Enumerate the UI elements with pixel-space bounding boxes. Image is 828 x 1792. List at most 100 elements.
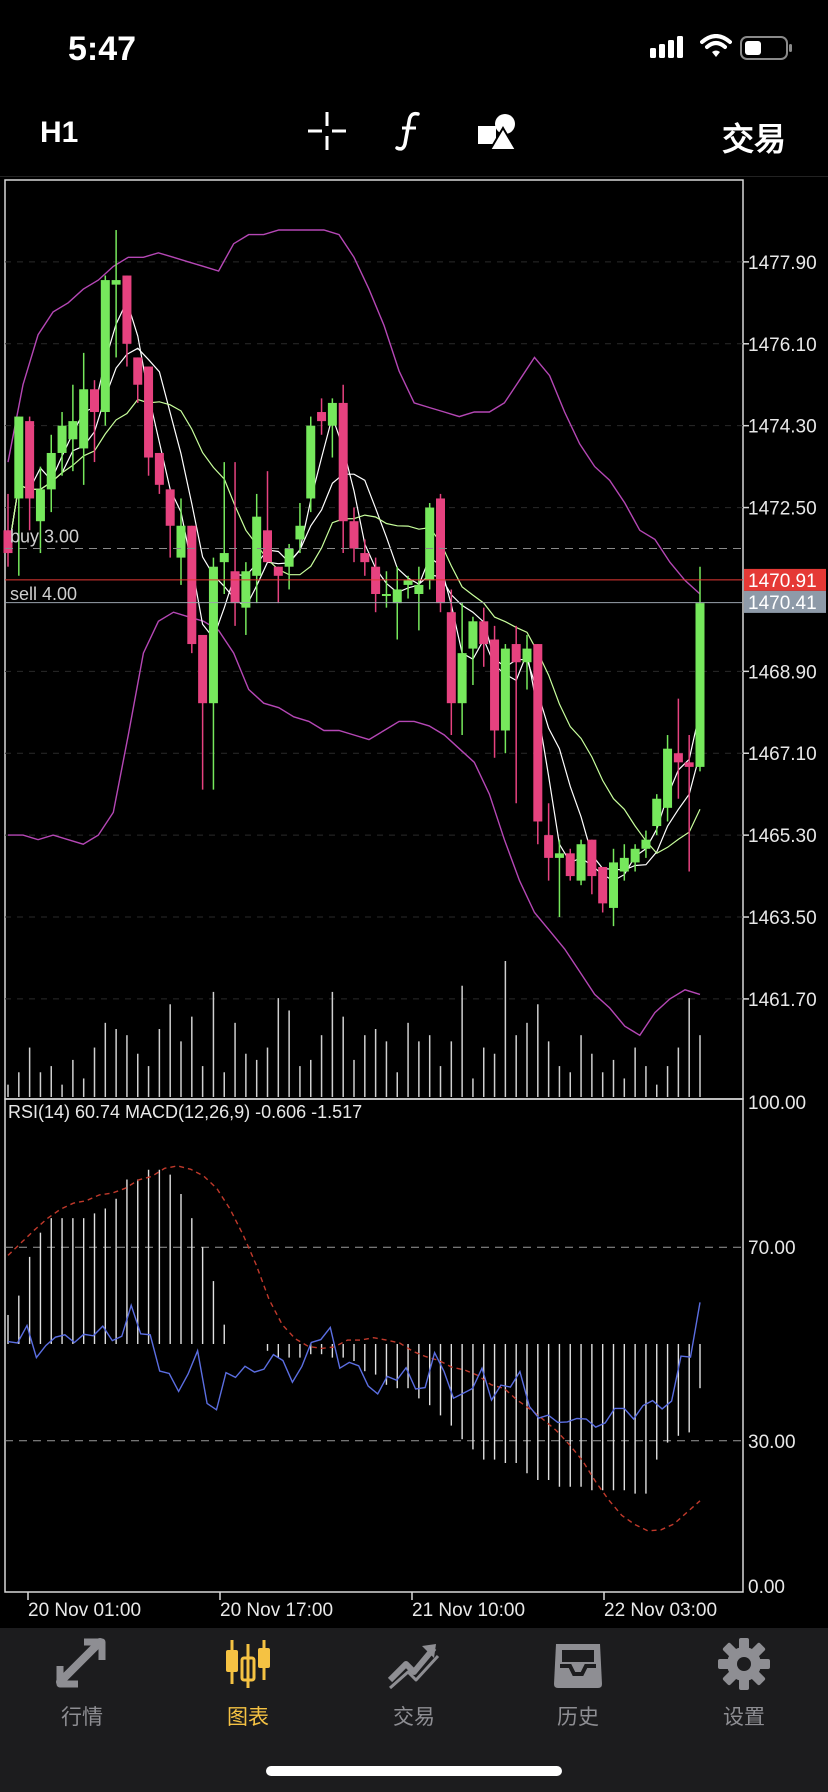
tab-label: 历史 bbox=[557, 1706, 599, 1729]
price-axis-tick: 1472.50 bbox=[748, 499, 817, 520]
indicator-axis-tick: 0.00 bbox=[748, 1577, 785, 1598]
candle-body bbox=[468, 621, 478, 649]
candle-body bbox=[284, 548, 294, 567]
candle-body bbox=[317, 412, 327, 422]
candle-body bbox=[46, 452, 56, 490]
candle-body bbox=[479, 621, 489, 645]
candle-body bbox=[133, 357, 143, 385]
candle-body bbox=[165, 489, 175, 526]
candle-body bbox=[338, 402, 348, 522]
battery-icon bbox=[740, 36, 792, 60]
candle-body bbox=[490, 639, 500, 731]
candle-body bbox=[630, 848, 640, 863]
history-tray-icon bbox=[554, 1644, 602, 1688]
price-chart[interactable]: buy 3.00 sell 4.00 RSI(14) 60.74 MACD(12,… bbox=[0, 176, 828, 1628]
candle-body bbox=[392, 589, 402, 604]
candle-body bbox=[111, 280, 121, 285]
candle-body bbox=[598, 866, 608, 904]
candle-body bbox=[68, 421, 78, 440]
candle-body bbox=[522, 648, 532, 663]
tab-label: 图表 bbox=[227, 1706, 269, 1729]
wifi-icon bbox=[700, 34, 732, 57]
quotes-arrows-icon bbox=[56, 1638, 106, 1688]
trade-button[interactable]: 交易 bbox=[721, 121, 786, 157]
tab-settings[interactable]: 设置 bbox=[684, 1636, 804, 1731]
candle-body bbox=[219, 553, 229, 563]
candle-body bbox=[208, 566, 218, 704]
candle-body bbox=[576, 844, 586, 881]
sell-order-label: sell 4.00 bbox=[10, 584, 77, 604]
tab-label: 行情 bbox=[61, 1706, 103, 1729]
time-axis-tick: 21 Nov 10:00 bbox=[412, 1600, 525, 1621]
candle-body bbox=[511, 644, 521, 663]
price-axis-tick: 1465.30 bbox=[748, 826, 817, 847]
indicator-axis-tick: 30.00 bbox=[748, 1432, 796, 1453]
candle-body bbox=[641, 839, 651, 849]
candle-body bbox=[25, 421, 35, 499]
bid-price-label: 1470.91 bbox=[748, 571, 817, 592]
timeframe-button[interactable]: H1 bbox=[40, 116, 79, 149]
candle-body bbox=[198, 634, 208, 704]
candle-body bbox=[446, 612, 456, 704]
candle-body bbox=[295, 525, 305, 540]
settings-gear-icon bbox=[718, 1638, 770, 1690]
price-axis-tick: 1474.30 bbox=[748, 417, 817, 438]
bollinger-lower-band bbox=[8, 611, 701, 1037]
candle-body bbox=[500, 648, 510, 731]
candle-body bbox=[35, 489, 45, 522]
candle-body bbox=[79, 389, 89, 449]
candle-body bbox=[90, 389, 99, 413]
tab-label: 设置 bbox=[723, 1706, 765, 1729]
candle-body bbox=[663, 748, 673, 808]
candle-body bbox=[587, 839, 597, 877]
ask-price-label: 1470.41 bbox=[748, 593, 817, 614]
ask-price-tag bbox=[744, 590, 826, 613]
candle-body bbox=[327, 402, 337, 426]
candle-body bbox=[176, 525, 186, 558]
tab-history[interactable]: 历史 bbox=[518, 1636, 638, 1731]
candle-body bbox=[554, 853, 564, 858]
candle-body bbox=[241, 571, 251, 608]
candle-body bbox=[436, 498, 445, 604]
price-axis-tick: 1477.90 bbox=[748, 253, 817, 274]
tab-chart[interactable]: 图表 bbox=[188, 1636, 308, 1731]
candle-body bbox=[695, 603, 705, 767]
chart-toolbar: H1 交易 bbox=[0, 100, 828, 176]
candle-body bbox=[652, 798, 662, 827]
candle-body bbox=[57, 425, 67, 453]
moving-average-fast bbox=[7, 299, 701, 882]
candle-body bbox=[414, 584, 424, 595]
candle-body bbox=[619, 857, 629, 872]
buy-order-label: buy 3.00 bbox=[10, 527, 79, 547]
macd-signal-line bbox=[7, 1165, 701, 1532]
candle-body bbox=[360, 553, 370, 563]
candle-body bbox=[306, 425, 316, 499]
candle-body bbox=[14, 416, 24, 499]
tab-trade[interactable]: 交易 bbox=[354, 1636, 474, 1731]
candle-body bbox=[3, 530, 13, 554]
status-bar: 5:47 bbox=[0, 0, 828, 100]
candle-body bbox=[673, 753, 683, 763]
objects-shapes-icon[interactable] bbox=[476, 110, 520, 152]
candle-body bbox=[263, 530, 272, 563]
candle-body bbox=[230, 571, 240, 604]
tab-quotes[interactable]: 行情 bbox=[22, 1636, 142, 1731]
candle-body bbox=[122, 275, 132, 344]
candle-body bbox=[381, 594, 391, 597]
candle-body bbox=[252, 516, 262, 576]
indicators-function-icon[interactable] bbox=[394, 110, 426, 152]
cellular-signal-icon bbox=[650, 36, 683, 58]
candlestick-chart-icon bbox=[226, 1640, 270, 1688]
time-axis-tick: 20 Nov 01:00 bbox=[28, 1600, 141, 1621]
crosshair-icon[interactable] bbox=[306, 110, 348, 152]
candle-body bbox=[144, 366, 154, 458]
candle-body bbox=[544, 835, 554, 858]
candle-body bbox=[100, 280, 110, 413]
candle-body bbox=[684, 762, 694, 767]
candle-body bbox=[425, 507, 435, 581]
home-indicator bbox=[266, 1766, 562, 1776]
candle-body bbox=[187, 525, 197, 645]
indicator-axis-tick: 100.00 bbox=[748, 1093, 806, 1114]
candle-body bbox=[457, 653, 467, 704]
tab-bar: 行情 图表 交易 历史 bbox=[0, 1628, 828, 1792]
